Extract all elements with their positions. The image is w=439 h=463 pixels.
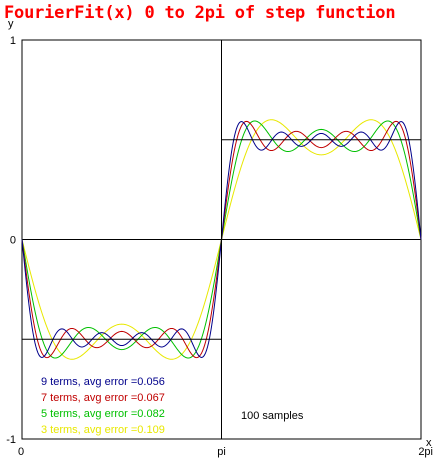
- legend-entry: 5 terms, avg error =0.082: [41, 408, 165, 420]
- legend-entry: 3 terms, avg error =0.109: [41, 424, 165, 436]
- x-tick-label: 2pi: [418, 446, 433, 458]
- chart-title: FourierFit(x) 0 to 2pi of step function: [4, 3, 396, 23]
- y-tick-label: -1: [6, 434, 16, 446]
- x-axis-label: x: [426, 437, 432, 449]
- legend-entry: 9 terms, avg error =0.056: [41, 376, 165, 388]
- x-tick-label: 0: [18, 446, 24, 458]
- step-function-layer: [22, 139, 421, 340]
- samples-annotation: 100 samples: [241, 410, 304, 422]
- legend: 9 terms, avg error =0.056 7 terms, avg er…: [41, 376, 165, 436]
- y-tick-label: 0: [10, 235, 16, 247]
- legend-entry: 7 terms, avg error =0.067: [41, 392, 165, 404]
- y-axis-label: y: [8, 18, 14, 30]
- x-tick-label: pi: [217, 446, 226, 458]
- y-tick-label: 1: [10, 35, 16, 47]
